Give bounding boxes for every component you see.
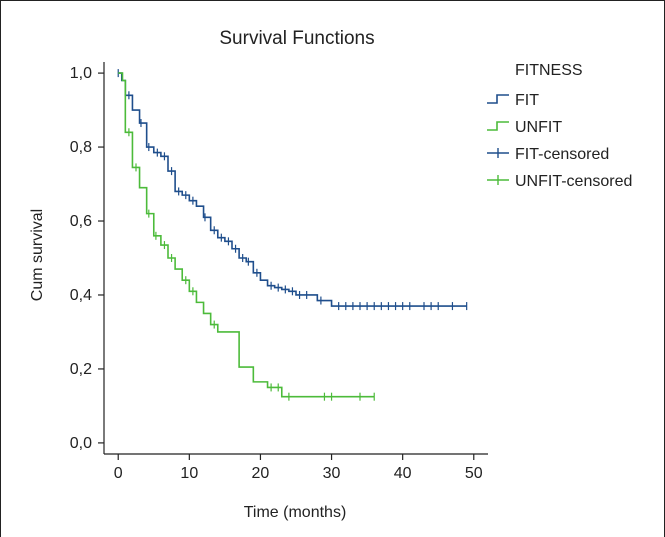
y-axis-label: Cum survival bbox=[29, 209, 46, 301]
x-tick-label: 40 bbox=[394, 465, 412, 482]
y-tick-label: 0,0 bbox=[70, 435, 92, 452]
chart-title: Survival Functions bbox=[219, 28, 374, 49]
legend-label: UNFIT bbox=[515, 119, 562, 136]
x-tick-label: 50 bbox=[465, 465, 483, 482]
legend-label: UNFIT-censored bbox=[515, 173, 632, 190]
legend-line-swatch bbox=[487, 121, 509, 131]
x-tick-label: 10 bbox=[180, 465, 198, 482]
y-tick-label: 0,2 bbox=[70, 361, 92, 378]
legend-label: FIT-censored bbox=[515, 146, 609, 163]
legend-line-swatch bbox=[487, 94, 509, 104]
legend-entry: FIT-censored bbox=[487, 146, 609, 163]
x-axis-label: Time (months) bbox=[244, 504, 347, 521]
y-tick-label: 0,8 bbox=[70, 139, 92, 156]
legend-title: FITNESS bbox=[515, 62, 583, 79]
legend: FITNESS FIT UNFIT FIT-censored UNFIT-censor… bbox=[487, 62, 632, 190]
x-tick-label: 0 bbox=[114, 465, 123, 482]
y-tick-label: 1,0 bbox=[70, 65, 92, 82]
y-tick-label: 0,4 bbox=[70, 287, 92, 304]
legend-entry: FIT bbox=[487, 92, 539, 109]
survival-curve-fit bbox=[118, 72, 467, 307]
x-tick-label: 30 bbox=[323, 465, 341, 482]
plot-series bbox=[117, 69, 468, 401]
x-tick-label: 20 bbox=[252, 465, 270, 482]
survival-curve-unfit bbox=[118, 72, 375, 398]
y-tick-label: 0,6 bbox=[70, 213, 92, 230]
legend-entry: UNFIT-censored bbox=[487, 173, 632, 190]
legend-label: FIT bbox=[515, 92, 539, 109]
legend-entry: UNFIT bbox=[487, 119, 562, 136]
axes: 0 10 20 30 40 50 0,0 0,2 0,4 0,6 0,8 1,0 bbox=[70, 62, 488, 482]
